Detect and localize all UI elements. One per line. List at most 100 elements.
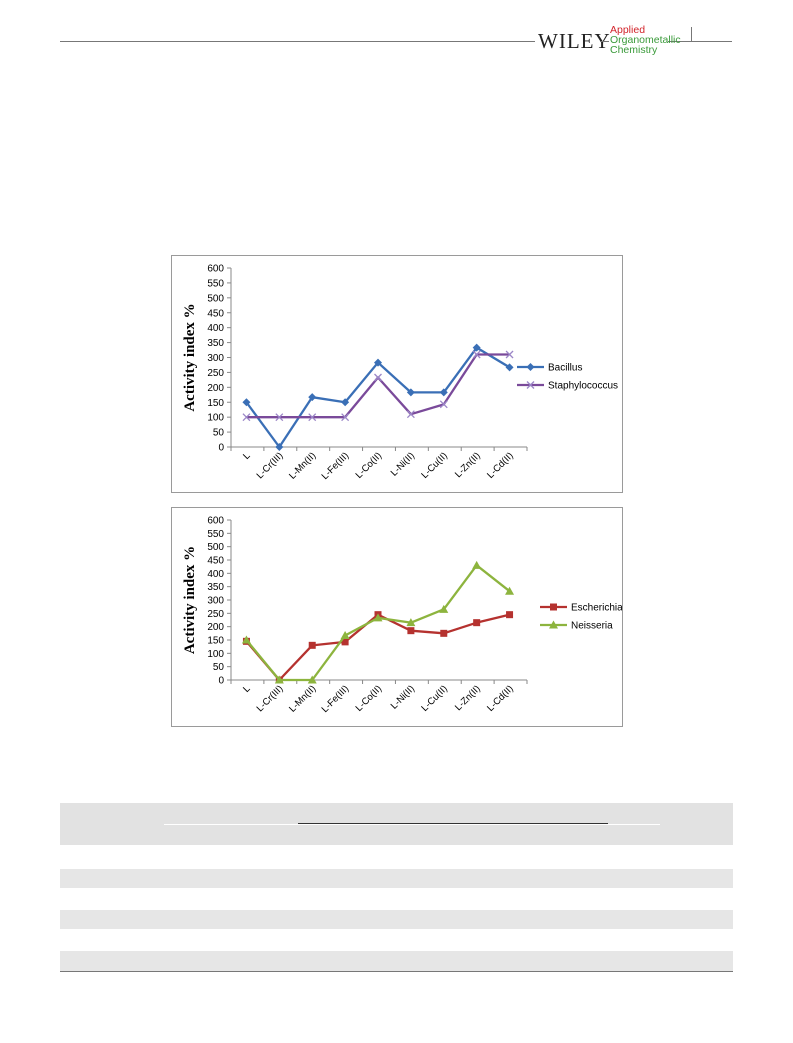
legend-label: Bacillus xyxy=(548,363,582,374)
data-point xyxy=(472,343,481,352)
chart-panel-gram-negative: 0 50 100 150 200 250 300 350 400 450 500 550 600 Acti… xyxy=(171,507,623,727)
line-chart: 0 50 100 150 200 250 300 350 400 450 500 550 600 Acti… xyxy=(182,516,622,716)
data-point xyxy=(505,363,514,372)
y-tick-label: 450 xyxy=(207,308,224,319)
x-tick-label: L xyxy=(241,683,253,695)
data-point xyxy=(274,675,284,684)
table-spanner-rule xyxy=(298,823,608,824)
data-point xyxy=(406,388,415,397)
x-marker-stroke xyxy=(374,373,382,382)
publisher-logo: WILEY xyxy=(538,29,611,53)
table-bottom-rule xyxy=(60,971,733,972)
data-point xyxy=(472,350,481,359)
table-row xyxy=(60,951,733,971)
data-point xyxy=(406,410,415,419)
journal-rule xyxy=(668,41,684,42)
x-tick-label: L-Cr(III) xyxy=(255,683,286,714)
y-axis-title: Activity index % xyxy=(182,546,198,654)
data-point xyxy=(374,373,382,382)
x-tick-label: L-Cu(II) xyxy=(419,450,450,481)
x-tick-label: L-Cd(II) xyxy=(485,683,516,714)
series-line xyxy=(245,564,511,682)
x-marker-stroke xyxy=(439,400,448,409)
data-point xyxy=(307,675,317,684)
data-point xyxy=(439,400,448,409)
x-marker-stroke xyxy=(341,413,350,422)
x-tick-label: L-Ni(II) xyxy=(389,450,417,478)
x-marker-stroke xyxy=(406,410,415,419)
x-tick-label: L-Cd(II) xyxy=(485,450,516,481)
y-tick-label: 550 xyxy=(207,278,224,289)
legend-label: Neisseria xyxy=(571,621,613,632)
header-rule xyxy=(60,41,535,42)
data-point xyxy=(373,613,383,622)
y-tick-label: 550 xyxy=(207,529,224,540)
journal-name: Applied Organometallic Chemistry xyxy=(610,24,681,56)
x-tick-label: L-Zn(II) xyxy=(453,683,483,713)
x-marker-stroke xyxy=(526,381,535,389)
x-tick-label: L-Mn(II) xyxy=(287,683,318,714)
y-tick-label: 50 xyxy=(213,662,225,673)
data-point xyxy=(505,350,514,359)
x-tick-label: L-Co(II) xyxy=(354,450,385,481)
data-point xyxy=(406,618,416,627)
x-marker-stroke xyxy=(505,350,514,359)
table-header xyxy=(60,803,733,845)
data-point xyxy=(242,413,251,422)
y-tick-label: 300 xyxy=(207,353,224,364)
data-point xyxy=(241,635,251,644)
x-marker-stroke xyxy=(472,350,481,359)
legend-label: Staphylococcus xyxy=(548,381,618,392)
data-point xyxy=(374,358,382,367)
data-point xyxy=(308,393,317,402)
journal-name-line3: Chemistry xyxy=(610,44,658,56)
data-point xyxy=(440,629,448,637)
data-point xyxy=(341,638,349,646)
x-tick-label: L-Fe(III) xyxy=(320,450,352,482)
legend-marker xyxy=(526,363,535,371)
data-point xyxy=(341,398,350,407)
x-tick-label: L-Co(II) xyxy=(354,683,385,714)
series-line xyxy=(245,613,510,682)
journal-name-line2: Organometallic xyxy=(610,34,681,46)
data-point xyxy=(506,611,514,619)
chart-panel-gram-positive: 0 50 100 150 200 250 300 350 400 450 500 550 600 Acti… xyxy=(171,255,623,493)
x-marker-stroke xyxy=(275,413,284,422)
data-point xyxy=(242,398,251,407)
y-tick-label: 50 xyxy=(213,428,225,439)
y-tick-label: 150 xyxy=(207,398,224,409)
y-tick-label: 200 xyxy=(207,383,224,394)
journal-name-line1: Applied xyxy=(610,24,646,36)
y-tick-label: 250 xyxy=(207,609,224,620)
x-tick-label: L-Fe(III) xyxy=(320,683,352,715)
x-tick-label: L-Mn(II) xyxy=(287,450,318,481)
data-point xyxy=(275,443,284,451)
data-point xyxy=(407,627,415,635)
y-axis-title: Activity index % xyxy=(182,303,198,411)
y-tick-label: 200 xyxy=(207,622,224,633)
y-tick-label: 0 xyxy=(218,443,224,454)
x-tick-label: L-Cr(III) xyxy=(255,450,286,481)
y-tick-label: 500 xyxy=(207,293,224,304)
legend-marker xyxy=(549,620,558,629)
y-tick-label: 400 xyxy=(207,323,224,334)
y-tick-label: 350 xyxy=(207,338,224,349)
y-tick-label: 100 xyxy=(207,649,224,660)
y-tick-label: 250 xyxy=(207,368,224,379)
journal-rule xyxy=(600,41,609,42)
data-point xyxy=(505,586,515,595)
y-tick-label: 100 xyxy=(207,413,224,424)
header-rule xyxy=(684,41,732,42)
legend-marker xyxy=(526,381,535,389)
x-marker-stroke xyxy=(308,413,317,422)
y-tick-label: 0 xyxy=(218,676,224,687)
data-point xyxy=(308,413,317,422)
line-chart: 0 50 100 150 200 250 300 350 400 450 500 550 600 Acti… xyxy=(182,264,618,483)
y-tick-label: 150 xyxy=(207,636,224,647)
data-point xyxy=(275,413,284,422)
x-tick-label: L-Cu(II) xyxy=(419,683,450,714)
legend-label: Escherichia xyxy=(571,603,622,614)
data-point xyxy=(340,630,350,639)
x-tick-label: L-Ni(II) xyxy=(389,683,417,711)
y-tick-label: 450 xyxy=(207,556,224,567)
